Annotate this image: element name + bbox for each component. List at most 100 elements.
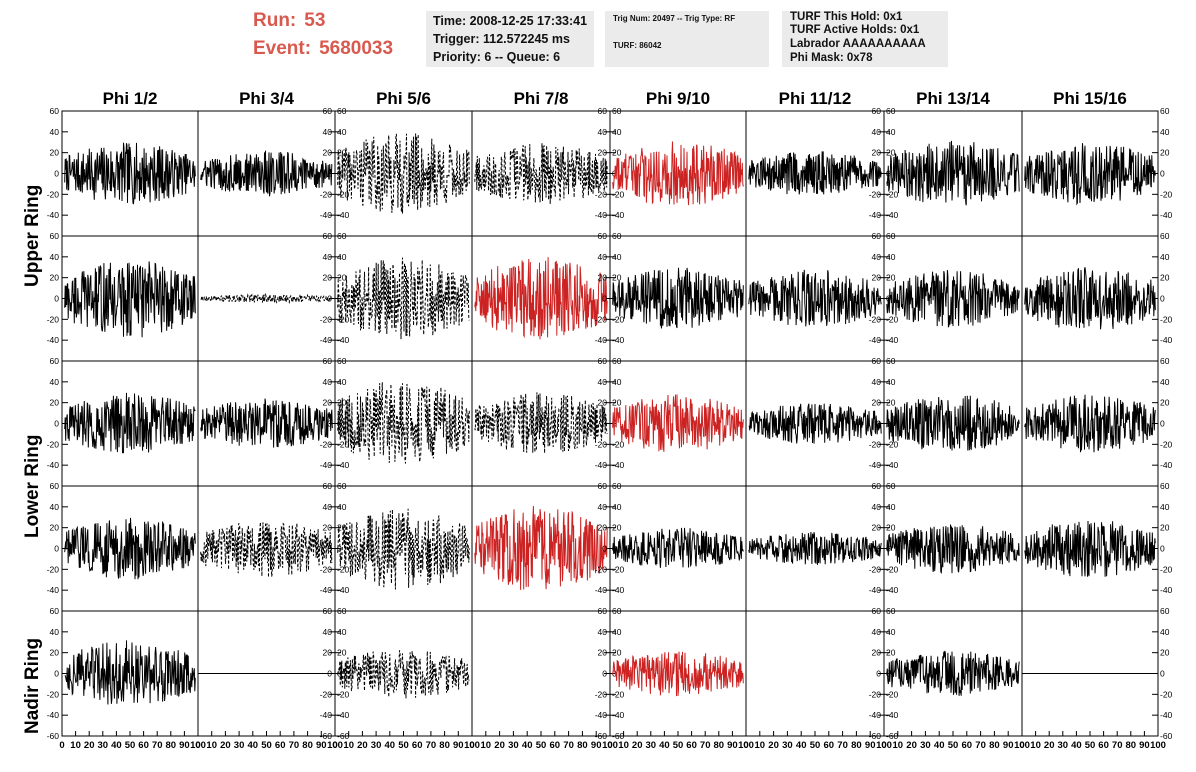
y-tick-label: 20 (872, 398, 882, 408)
x-tick-label: 0 (195, 740, 200, 751)
y-tick-label: -20 (886, 689, 899, 699)
x-tick-label: 80 (302, 740, 313, 751)
y-tick-label: -20 (320, 564, 333, 574)
y-tick-label: 40 (337, 627, 347, 637)
y-tick-label: -20 (1160, 564, 1173, 574)
y-tick-label: 20 (50, 273, 60, 283)
y-tick-label: -40 (595, 460, 608, 470)
y-tick-label: 20 (598, 523, 608, 533)
x-tick-label: 90 (1003, 740, 1014, 751)
x-tick-label: 20 (84, 740, 95, 751)
y-tick-label: -40 (886, 585, 899, 595)
y-tick-label: 40 (612, 127, 622, 137)
y-tick-label: -20 (337, 564, 350, 574)
x-tick-label: 30 (646, 740, 657, 751)
waveform-trace (474, 142, 608, 205)
y-tick-label: -20 (47, 439, 60, 449)
y-tick-label: 40 (50, 377, 60, 387)
y-tick-label: -20 (47, 314, 60, 324)
y-tick-label: -40 (47, 335, 60, 345)
y-tick-label: 40 (337, 127, 347, 137)
y-tick-label: -40 (595, 335, 608, 345)
event-label-text: Event: (253, 38, 312, 59)
x-tick-label: 0 (332, 740, 337, 751)
x-tick-label: 10 (481, 740, 492, 751)
y-tick-label: -40 (869, 210, 882, 220)
run-label: Run: 53 (253, 10, 325, 32)
y-tick-label: -20 (886, 189, 899, 199)
y-tick-label: 40 (50, 502, 60, 512)
y-tick-label: -40 (47, 585, 60, 595)
y-tick-label: 20 (612, 398, 622, 408)
waveform-trace (886, 524, 1020, 575)
y-tick-label: -40 (612, 460, 625, 470)
event-label: Event: 5680033 (253, 38, 393, 60)
y-tick-label: -40 (1160, 460, 1173, 470)
x-tick-label: 70 (289, 740, 300, 751)
waveform-trace (748, 269, 882, 327)
y-tick-label: -40 (612, 335, 625, 345)
y-tick-label: 0 (602, 294, 607, 304)
y-tick-label: -20 (869, 689, 882, 699)
x-tick-label: 90 (179, 740, 190, 751)
y-tick-label: 0 (1160, 169, 1165, 179)
waveform-trace (337, 508, 470, 590)
y-tick-label: 20 (323, 648, 333, 658)
y-tick-label: 60 (50, 606, 60, 616)
y-tick-label: -20 (47, 564, 60, 574)
y-tick-label: 40 (50, 627, 60, 637)
y-tick-label: -40 (886, 210, 899, 220)
y-tick-label: -40 (337, 710, 350, 720)
x-tick-label: 30 (98, 740, 109, 751)
y-tick-label: 20 (598, 398, 608, 408)
x-tick-label: 60 (1098, 740, 1109, 751)
y-tick-label: 20 (872, 273, 882, 283)
y-tick-label: 40 (886, 627, 896, 637)
y-tick-label: 40 (323, 502, 333, 512)
y-tick-label: 40 (872, 127, 882, 137)
y-tick-label: 40 (598, 377, 608, 387)
waveform-trace (748, 151, 882, 195)
x-tick-label: 30 (782, 740, 793, 751)
y-tick-label: -40 (886, 335, 899, 345)
y-tick-label: 20 (612, 148, 622, 158)
column-title: Phi 5/6 (376, 89, 431, 108)
y-tick-label: -60 (320, 731, 333, 741)
y-tick-label: -20 (1160, 439, 1173, 449)
y-tick-label: 40 (886, 502, 896, 512)
y-tick-label: -40 (869, 585, 882, 595)
y-tick-label: 0 (327, 669, 332, 679)
y-tick-label: 0 (876, 169, 881, 179)
y-tick-label: 0 (54, 169, 59, 179)
column-title: Phi 15/16 (1053, 89, 1127, 108)
x-tick-label: 10 (206, 740, 217, 751)
y-tick-label: -20 (595, 689, 608, 699)
run-label-text: Run: (253, 10, 297, 31)
y-tick-label: 60 (1160, 106, 1170, 116)
y-tick-label: 40 (1160, 377, 1170, 387)
y-tick-label: 40 (886, 127, 896, 137)
y-tick-label: 40 (50, 252, 60, 262)
x-tick-label: 10 (755, 740, 766, 751)
x-tick-label: 30 (920, 740, 931, 751)
waveform-trace (612, 527, 744, 568)
waveform-trace (337, 257, 470, 340)
x-tick-label: 70 (1112, 740, 1123, 751)
y-tick-label: -40 (595, 710, 608, 720)
y-tick-label: 20 (886, 273, 896, 283)
y-tick-label: 60 (323, 231, 333, 241)
y-tick-label: 0 (602, 169, 607, 179)
x-tick-label: 90 (316, 740, 327, 751)
y-tick-label: -20 (320, 314, 333, 324)
waveform-trace (886, 140, 1020, 206)
waveform-trace (1024, 267, 1156, 330)
y-tick-label: -40 (320, 585, 333, 595)
y-tick-label: 20 (337, 648, 347, 658)
x-tick-label: 30 (234, 740, 245, 751)
x-tick-label: 40 (934, 740, 945, 751)
x-tick-label: 70 (837, 740, 848, 751)
y-tick-label: 0 (602, 544, 607, 554)
y-tick-label: 20 (612, 273, 622, 283)
y-tick-label: 20 (598, 273, 608, 283)
